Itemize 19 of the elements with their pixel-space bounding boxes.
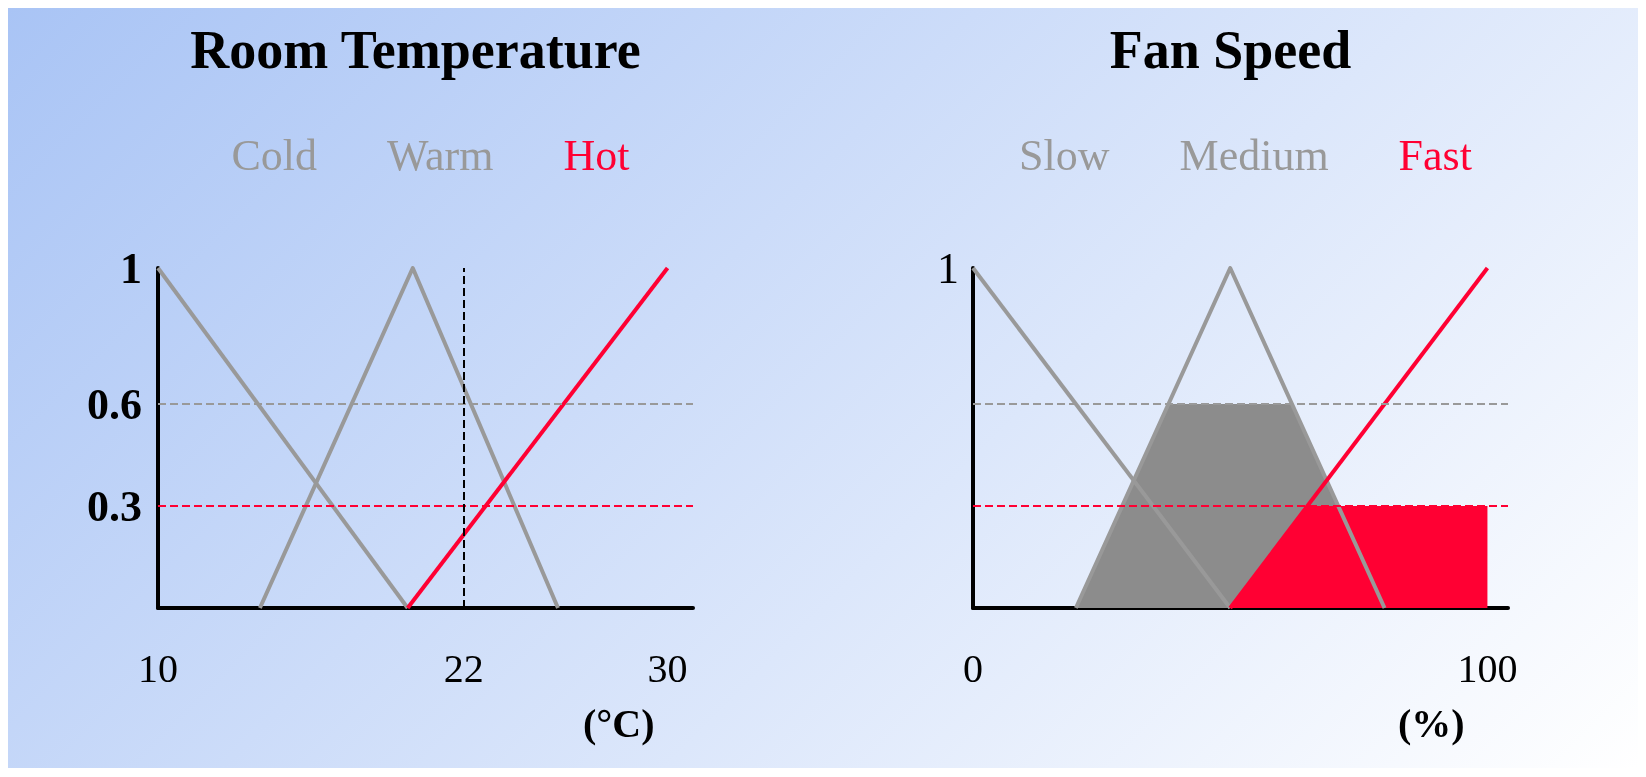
text: Cold <box>231 130 318 180</box>
text: Hot <box>563 130 630 180</box>
chart-title: Fan Speed <box>1109 20 1352 80</box>
x-axis-title: (°C) <box>583 700 655 746</box>
chart-title: Room Temperature <box>190 20 641 80</box>
x-tick-label: 0 <box>963 645 983 691</box>
x-axis-title: (%) <box>1398 700 1465 746</box>
x-tick-label: 30 <box>647 645 688 691</box>
y-tick-label: 0.3 <box>87 481 142 531</box>
text: Warm <box>387 130 494 180</box>
text: Fast <box>1398 130 1472 180</box>
text: Medium <box>1179 130 1329 180</box>
x-tick-label: 100 <box>1457 645 1518 691</box>
y-tick-label: 0.6 <box>87 379 142 429</box>
text: Slow <box>1019 130 1110 180</box>
x-tick-label: 10 <box>138 645 178 691</box>
y-tick-label: 1 <box>120 243 142 293</box>
x-tick-label: 22 <box>443 645 484 691</box>
annotation: 1 <box>937 243 959 293</box>
